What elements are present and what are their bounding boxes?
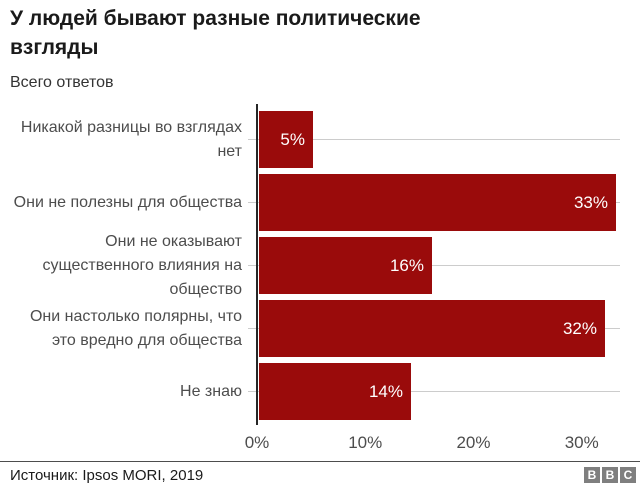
category-label: Они настолько полярны, что это вредно дл… xyxy=(29,307,242,349)
row-gridline xyxy=(248,391,620,392)
x-axis-tick: 20% xyxy=(456,433,491,452)
bar-chart: Никакой разницы во взглядах нет 5% Они не … xyxy=(10,104,620,452)
bbc-logo-letter: B xyxy=(584,467,600,483)
bar: 5% xyxy=(259,111,313,168)
row-gridline xyxy=(248,139,620,140)
bar: 14% xyxy=(259,363,411,420)
footer-divider xyxy=(0,461,640,462)
bbc-logo-letter: B xyxy=(602,467,618,483)
plot-area: 32% xyxy=(259,300,620,357)
chart-row: Они настолько полярны, что это вредно дл… xyxy=(10,297,620,360)
bar-value-label: 5% xyxy=(280,129,305,149)
bar-value-label: 14% xyxy=(368,381,403,401)
chart-title: У людей бывают разные политические взгля… xyxy=(10,7,421,59)
x-axis-tick: 10% xyxy=(348,433,383,452)
source-text: Источник: Ipsos MORI, 2019 xyxy=(10,467,204,484)
bar: 32% xyxy=(259,300,605,357)
plot-area: 14% xyxy=(259,363,620,420)
category-label: Они не оказывают существенного влияния н… xyxy=(42,232,242,298)
chart-row: Не знаю 14% xyxy=(10,360,620,423)
x-axis-tick-labels: 0% 10% 20% 30% xyxy=(245,433,620,455)
chart-rows: Никакой разницы во взглядах нет 5% Они не … xyxy=(10,108,620,423)
chart-row: Они не оказывают существенного влияния н… xyxy=(10,233,620,298)
plot-area: 5% xyxy=(259,111,620,168)
bar-value-label: 33% xyxy=(573,192,608,212)
bar: 16% xyxy=(259,237,432,294)
plot-area: 16% xyxy=(259,237,620,294)
category-label: Они не полезны для общества xyxy=(13,193,242,211)
bar-value-label: 16% xyxy=(389,255,424,275)
chart-subtitle: Всего ответов xyxy=(10,74,114,91)
x-axis-tick: 30% xyxy=(564,433,599,452)
plot-area: 33% xyxy=(259,174,620,231)
category-label: Никакой разницы во взглядах нет xyxy=(20,118,242,160)
bar: 33% xyxy=(259,174,616,231)
category-label: Не знаю xyxy=(180,382,242,400)
row-gridline xyxy=(248,265,620,266)
chart-row: Они не полезны для общества 33% xyxy=(10,171,620,234)
chart-row: Никакой разницы во взглядах нет 5% xyxy=(10,108,620,171)
x-axis-tick: 0% xyxy=(244,433,270,452)
bbc-logo-letter: C xyxy=(620,467,636,483)
y-axis-line xyxy=(256,104,258,425)
bar-value-label: 32% xyxy=(562,318,597,338)
